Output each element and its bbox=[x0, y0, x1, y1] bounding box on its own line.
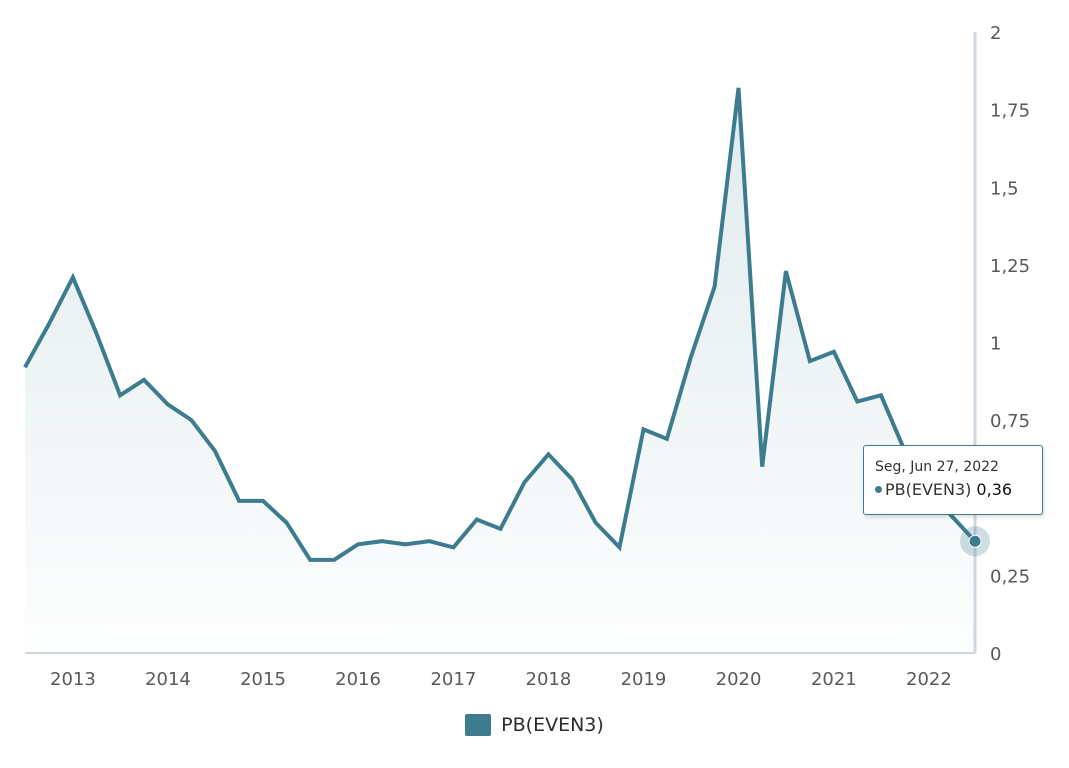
tooltip-value: 0,36 bbox=[976, 480, 1013, 499]
legend-swatch[interactable] bbox=[465, 714, 492, 736]
data-point[interactable] bbox=[141, 377, 147, 383]
data-point[interactable] bbox=[545, 451, 551, 457]
data-point[interactable] bbox=[212, 448, 218, 454]
data-point[interactable] bbox=[70, 274, 76, 280]
data-point[interactable] bbox=[379, 538, 385, 544]
data-point[interactable] bbox=[117, 392, 123, 398]
series-area bbox=[25, 87, 975, 653]
x-tick-label: 2017 bbox=[430, 669, 476, 690]
data-point[interactable] bbox=[93, 330, 99, 336]
data-point[interactable] bbox=[165, 402, 171, 408]
y-tick-label: 1,75 bbox=[990, 101, 1030, 122]
data-point[interactable] bbox=[688, 355, 694, 361]
data-point[interactable] bbox=[236, 498, 242, 504]
x-tick-label: 2014 bbox=[145, 669, 191, 690]
y-tick-label: 0,75 bbox=[990, 411, 1030, 432]
data-point[interactable] bbox=[664, 436, 670, 442]
data-point[interactable] bbox=[402, 541, 408, 547]
x-tick-label: 2019 bbox=[621, 669, 667, 690]
data-point[interactable] bbox=[307, 557, 313, 563]
x-tick-label: 2022 bbox=[906, 669, 952, 690]
data-point[interactable] bbox=[355, 541, 361, 547]
y-tick-label: 0 bbox=[990, 644, 1001, 665]
data-point[interactable] bbox=[759, 464, 765, 470]
data-point[interactable] bbox=[331, 557, 337, 563]
tooltip-series-dot bbox=[875, 486, 882, 493]
series-line[interactable] bbox=[23, 87, 977, 562]
data-point[interactable] bbox=[260, 498, 266, 504]
x-ticks: 2013 2014 2015 2016 2017 2018 2019 2020 2021 2022 bbox=[50, 669, 952, 690]
x-tick-label: 2015 bbox=[240, 669, 286, 690]
y-tick-label: 0,25 bbox=[990, 566, 1030, 587]
tooltip-date: Seg, Jun 27, 2022 bbox=[875, 459, 999, 475]
y-tick-label: 1,5 bbox=[990, 178, 1019, 199]
tooltip-row: PB(EVEN3) 0,36 bbox=[875, 480, 1042, 499]
data-point[interactable] bbox=[878, 392, 884, 398]
y-tick-label: 1 bbox=[990, 334, 1001, 355]
data-point[interactable] bbox=[617, 544, 623, 550]
data-point[interactable] bbox=[498, 526, 504, 532]
legend-label[interactable]: PB(EVEN3) bbox=[501, 714, 604, 736]
data-point[interactable] bbox=[807, 358, 813, 364]
data-point[interactable] bbox=[426, 538, 432, 544]
data-point[interactable] bbox=[640, 426, 646, 432]
data-point[interactable] bbox=[283, 520, 289, 526]
data-point[interactable] bbox=[569, 476, 575, 482]
data-point[interactable] bbox=[831, 349, 837, 355]
data-point[interactable] bbox=[521, 479, 527, 485]
data-point[interactable] bbox=[736, 85, 742, 91]
data-point[interactable] bbox=[46, 321, 52, 327]
data-point[interactable] bbox=[474, 516, 480, 522]
x-tick-label: 2021 bbox=[811, 669, 857, 690]
x-tick-label: 2018 bbox=[526, 669, 572, 690]
tooltip-series-name: PB(EVEN3) bbox=[885, 480, 972, 499]
legend: PB(EVEN3) bbox=[0, 714, 1069, 736]
hover-marker[interactable] bbox=[968, 534, 982, 548]
tooltip: Seg, Jun 27, 2022 PB(EVEN3) 0,36 bbox=[863, 445, 1043, 515]
x-tick-label: 2016 bbox=[335, 669, 381, 690]
data-point[interactable] bbox=[593, 520, 599, 526]
y-tick-label: 2 bbox=[990, 23, 1001, 44]
data-point[interactable] bbox=[188, 417, 194, 423]
data-point[interactable] bbox=[712, 284, 718, 290]
data-point[interactable] bbox=[450, 544, 456, 550]
data-point[interactable] bbox=[783, 268, 789, 274]
y-tick-label: 1,25 bbox=[990, 256, 1030, 277]
x-tick-label: 2013 bbox=[50, 669, 96, 690]
data-point[interactable] bbox=[22, 364, 28, 370]
x-tick-label: 2020 bbox=[716, 669, 762, 690]
data-point[interactable] bbox=[854, 398, 860, 404]
